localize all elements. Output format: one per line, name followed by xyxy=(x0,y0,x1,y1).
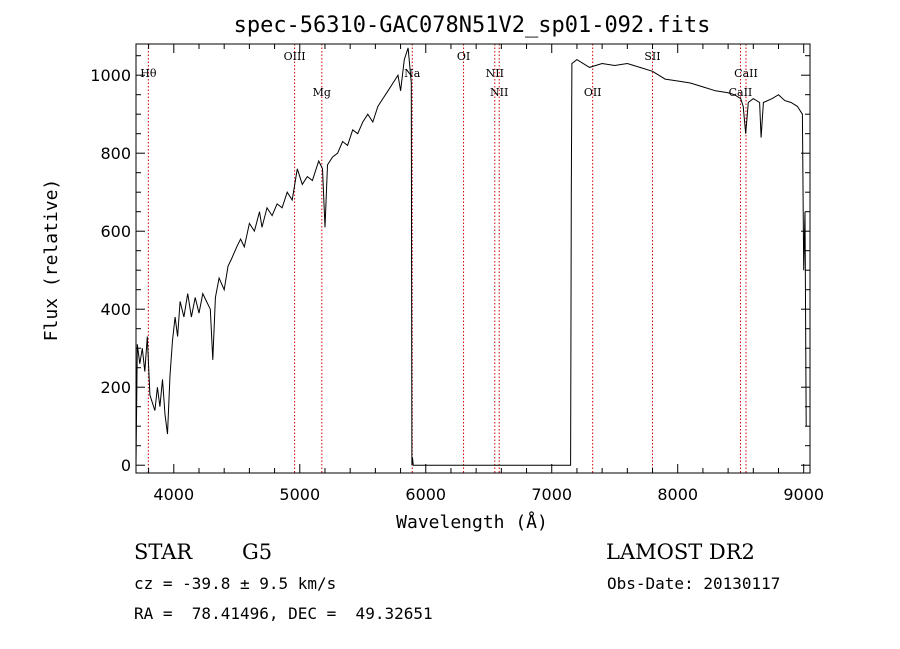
line-label-8: SII xyxy=(644,50,660,63)
axis-ticks: 4000 5000 6000 7000 8000 9000 0 200 400 600 800 100… xyxy=(90,44,824,504)
x-tick-label-4: 8000 xyxy=(657,485,698,504)
line-label-5: NII xyxy=(486,67,504,80)
redshift-text: cz = -39.8 ± 9.5 km/s xyxy=(134,574,337,593)
y-tick-label-5: 1000 xyxy=(90,66,131,85)
x-tick-label-3: 7000 xyxy=(531,485,572,504)
spectral-line-markers xyxy=(147,44,747,473)
line-label-4: OI xyxy=(457,50,470,63)
line-label-0: Hθ xyxy=(140,67,157,80)
line-label-1: OIII xyxy=(284,50,306,63)
line-label-6: NII xyxy=(490,86,508,99)
y-axis-label: Flux (relative) xyxy=(41,179,62,342)
line-label-9: CaII xyxy=(729,86,753,99)
line-label-10: CaII xyxy=(734,67,758,80)
obs-date-text: Obs-Date: 20130117 xyxy=(607,574,781,593)
x-tick-label-1: 5000 xyxy=(279,485,320,504)
x-tick-label-5: 9000 xyxy=(783,485,824,504)
y-tick-label-1: 200 xyxy=(100,378,131,397)
y-tick-label-0: 0 xyxy=(121,456,131,475)
line-label-3: Na xyxy=(404,67,421,80)
survey-name: LAMOST DR2 xyxy=(606,540,755,564)
x-axis-label: Wavelength (Å) xyxy=(396,511,548,533)
chart-title: spec-56310-GAC078N51V2_sp01-092.fits xyxy=(234,13,711,38)
y-tick-label-4: 800 xyxy=(100,144,131,163)
coordinates-text: RA = 78.41496, DEC = 49.32651 xyxy=(134,604,433,623)
spectrum-series xyxy=(135,47,807,466)
x-tick-label-0: 4000 xyxy=(153,485,194,504)
object-subclass: G5 xyxy=(242,540,273,564)
line-label-2: Mg xyxy=(313,86,331,99)
plot-frame xyxy=(135,43,811,474)
spectral-line-labels: Hθ OIII Mg Na OI NII NII OII SII CaII CaII xyxy=(140,50,758,99)
spectrum-chart: spec-56310-GAC078N51V2_sp01-092.fits Hθ O… xyxy=(41,13,824,533)
object-class: STAR xyxy=(134,540,193,564)
y-tick-label-2: 400 xyxy=(100,300,131,319)
line-label-7: OII xyxy=(584,86,602,99)
x-tick-label-2: 6000 xyxy=(405,485,446,504)
y-tick-label-3: 600 xyxy=(100,222,131,241)
